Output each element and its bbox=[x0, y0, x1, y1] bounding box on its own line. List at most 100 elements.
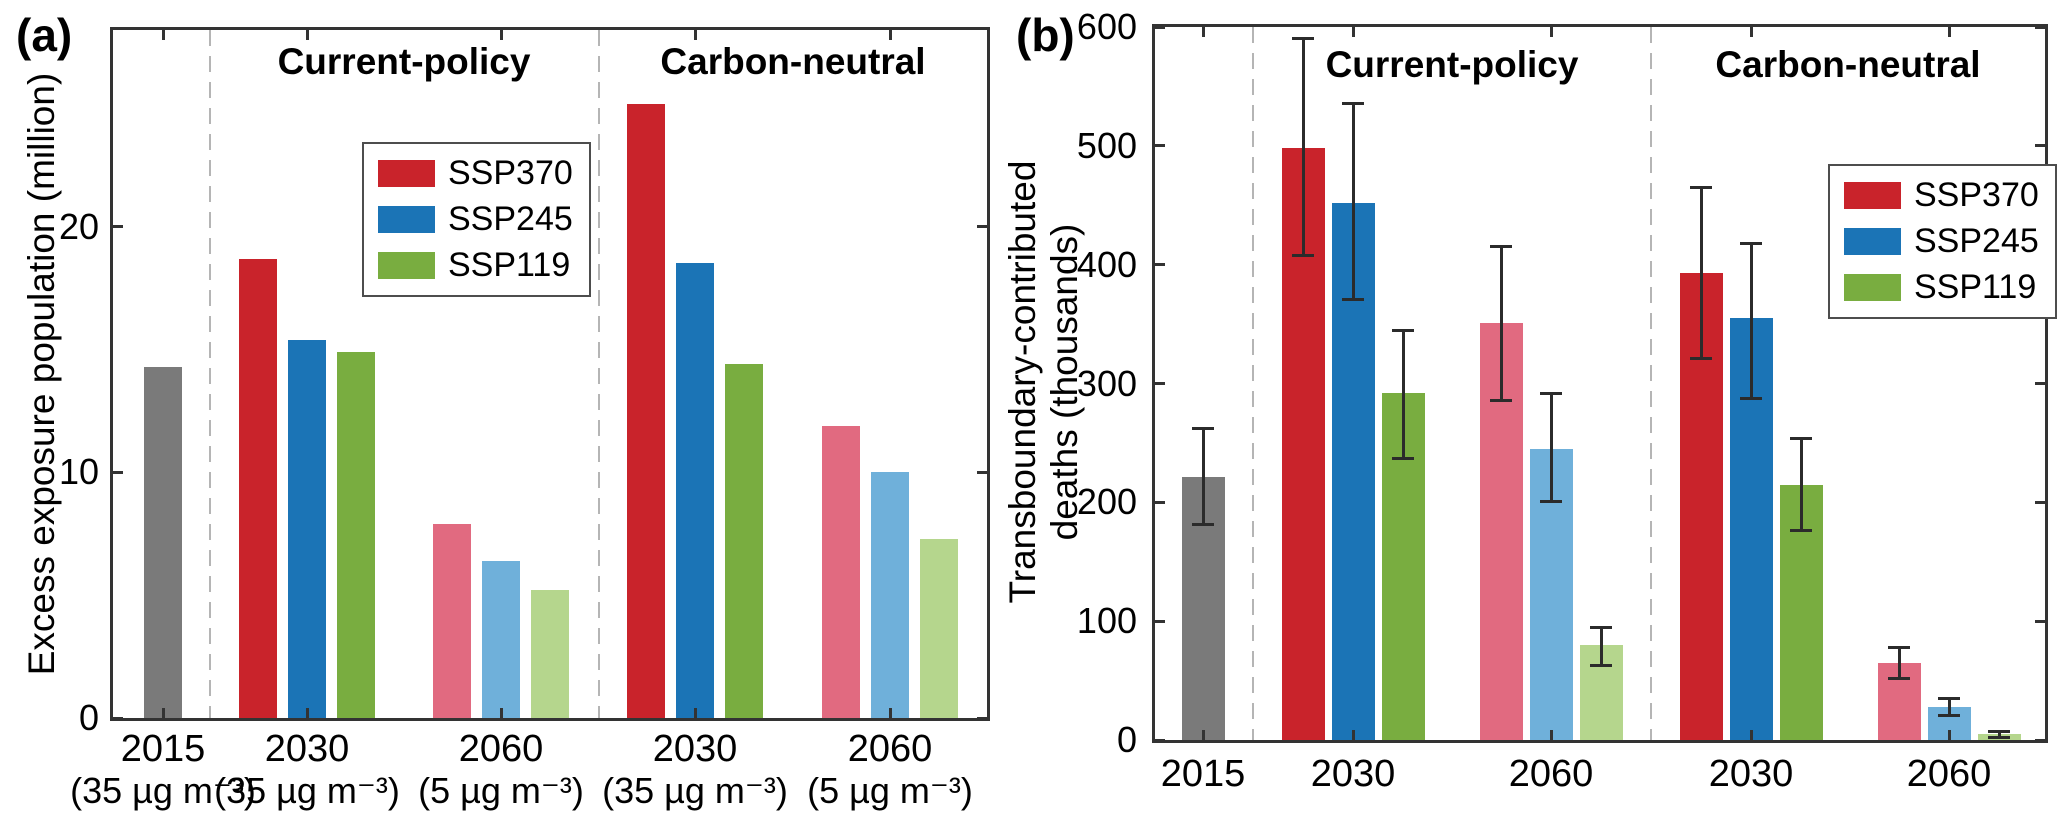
bar-ssp370 bbox=[239, 258, 277, 718]
bar-ssp245 bbox=[482, 560, 520, 718]
legend-swatch-ssp245 bbox=[1844, 228, 1901, 255]
y-tick bbox=[113, 470, 123, 474]
error-bar-cap-bottom bbox=[1590, 663, 1612, 667]
error-bar-line bbox=[1499, 246, 1503, 401]
x-tick-label-threshold: (5 µg m⁻³) bbox=[418, 770, 584, 811]
y-tick-label: 0 bbox=[78, 697, 99, 738]
x-tick-label-year: 2060 bbox=[847, 728, 933, 770]
error-bar-cap-top bbox=[1392, 328, 1414, 332]
legend-label-ssp245: SSP245 bbox=[448, 200, 573, 238]
error-bar-line bbox=[1549, 393, 1553, 502]
error-bar-cap-bottom bbox=[1790, 529, 1812, 533]
x-tick-label-year: 2060 bbox=[1508, 753, 1594, 795]
bar-ssp245 bbox=[871, 472, 909, 718]
x-tick bbox=[1549, 730, 1553, 740]
x-tick bbox=[888, 708, 892, 718]
x-tick bbox=[305, 708, 309, 718]
error-bar-cap-top bbox=[1292, 37, 1314, 41]
x-tick-label-threshold: (5 µg m⁻³) bbox=[807, 770, 973, 811]
x-tick bbox=[1749, 730, 1753, 740]
x-tick-mirror bbox=[1549, 27, 1553, 37]
x-tick bbox=[693, 708, 697, 718]
x-tick-mirror bbox=[1749, 27, 1753, 37]
bar-ssp370 bbox=[627, 103, 665, 718]
x-tick-mirror bbox=[499, 30, 503, 40]
bar-ssp245 bbox=[288, 339, 326, 718]
y-tick-mirror bbox=[977, 716, 987, 720]
bar-ssp119 bbox=[920, 538, 958, 718]
error-bar-cap-top bbox=[1888, 645, 1910, 649]
bar-ssp245 bbox=[676, 263, 714, 718]
legend-swatch-ssp370 bbox=[1844, 182, 1901, 209]
separator-dashed-line bbox=[1252, 27, 1254, 740]
separator-dashed-line bbox=[209, 30, 211, 718]
y-tick-label: 500 bbox=[1076, 124, 1137, 166]
error-bar-cap-top bbox=[1590, 625, 1612, 629]
error-bar-line bbox=[1897, 647, 1901, 679]
panel-b-label: (b) bbox=[1016, 9, 1075, 61]
error-bar-line bbox=[1947, 698, 1951, 716]
error-bar-cap-top bbox=[1540, 391, 1562, 395]
error-bar-cap-top bbox=[1790, 436, 1812, 440]
x-tick-label-threshold: (35 µg m⁻³) bbox=[70, 770, 256, 811]
y-tick-mirror bbox=[2035, 500, 2045, 504]
y-tick-mirror bbox=[2035, 144, 2045, 148]
error-bar-cap-bottom bbox=[1540, 499, 1562, 503]
y-tick bbox=[1155, 382, 1165, 385]
error-bar-line bbox=[1599, 627, 1603, 666]
y-tick-mirror bbox=[977, 225, 987, 229]
x-tick-label-year: 2030 bbox=[1310, 753, 1396, 795]
x-tick bbox=[1947, 730, 1951, 740]
x-tick bbox=[161, 708, 165, 718]
legend-swatch-ssp245 bbox=[378, 206, 435, 233]
y-tick-label: 300 bbox=[1076, 362, 1137, 404]
legend-label-ssp370: SSP370 bbox=[448, 154, 573, 192]
error-bar-cap-bottom bbox=[1740, 397, 1762, 401]
y-tick-mirror bbox=[2035, 382, 2045, 385]
x-tick-label-threshold: (35 µg m⁻³) bbox=[602, 770, 788, 811]
y-tick-label: 200 bbox=[1076, 481, 1137, 523]
legend-swatch-ssp119 bbox=[378, 252, 435, 279]
panel-b-plot-area: 0 100 200 300 400 500 600 2015 2030 2060 2030 2060 bbox=[1077, 6, 2048, 795]
x-tick-label-threshold: (35 µg m⁻³) bbox=[214, 770, 400, 811]
legend-item-ssp245: SSP245 bbox=[1844, 222, 2039, 261]
legend-label-ssp119: SSP119 bbox=[1914, 268, 2037, 306]
x-tick-label-year: 2030 bbox=[1708, 753, 1794, 795]
y-tick bbox=[1155, 263, 1165, 267]
y-tick bbox=[1155, 738, 1165, 742]
legend-label-ssp245: SSP245 bbox=[1914, 222, 2039, 260]
x-tick-label-year: 2015 bbox=[1160, 753, 1246, 795]
panel-b-y-axis-label-line1: Transboundary-contributed bbox=[1002, 160, 1044, 604]
error-bar-cap-bottom bbox=[1490, 398, 1512, 402]
error-bar-cap-top bbox=[1342, 101, 1364, 105]
legend-label-ssp370: SSP370 bbox=[1914, 176, 2039, 214]
error-bar-cap-bottom bbox=[1988, 736, 2010, 740]
panel-a-label: (a) bbox=[16, 9, 73, 61]
x-tick-mirror bbox=[693, 30, 697, 40]
x-tick-mirror bbox=[1351, 27, 1355, 37]
panel-b-y-axis-label: Transboundary-contributed deaths (thousa… bbox=[1002, 161, 1086, 604]
error-bar-line bbox=[1301, 38, 1305, 256]
error-bar-line bbox=[1699, 187, 1703, 359]
error-bar-cap-top bbox=[1192, 427, 1214, 431]
y-tick-label: 0 bbox=[1116, 719, 1137, 760]
legend-item-ssp119: SSP119 bbox=[1844, 268, 2039, 307]
error-bar-line bbox=[1351, 103, 1355, 300]
y-tick-label: 100 bbox=[1076, 600, 1137, 642]
error-bar-cap-top bbox=[1490, 245, 1512, 249]
x-tick bbox=[499, 708, 503, 718]
error-bar-line bbox=[1997, 731, 2001, 738]
legend-item-ssp119: SSP119 bbox=[378, 246, 573, 285]
x-tick bbox=[1201, 730, 1205, 740]
x-tick-label-year: 2060 bbox=[458, 728, 544, 770]
panel-a-section-current-policy: Current-policy bbox=[277, 41, 531, 82]
legend-label-ssp119: SSP119 bbox=[448, 246, 571, 284]
panel-a-y-axis-label: Excess exposure population (million) bbox=[21, 72, 63, 676]
legend-item-ssp370: SSP370 bbox=[1844, 176, 2039, 215]
panel-a-legend: SSP370 SSP245 SSP119 bbox=[362, 142, 591, 297]
error-bar-line bbox=[1799, 438, 1803, 531]
error-bar-cap-top bbox=[1690, 185, 1712, 189]
y-tick-label: 400 bbox=[1076, 243, 1137, 285]
y-tick-label: 600 bbox=[1076, 6, 1137, 47]
